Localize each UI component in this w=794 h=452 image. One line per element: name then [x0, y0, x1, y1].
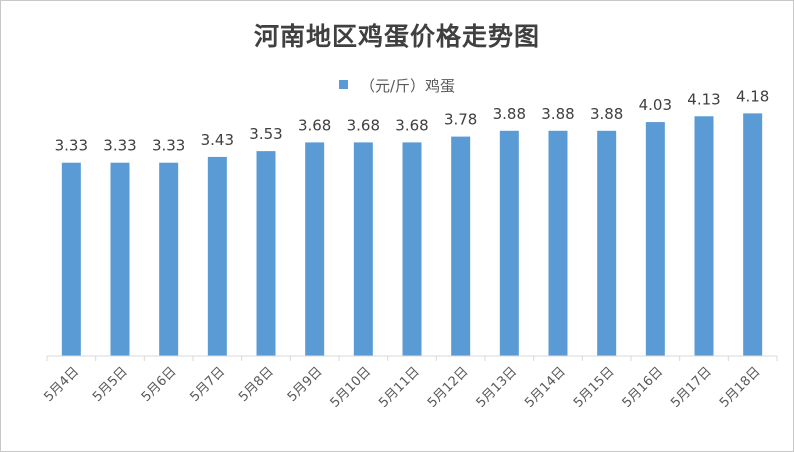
- value-label-6: 3.68: [298, 116, 331, 134]
- bars-layer: [61, 113, 763, 356]
- value-label-15: 4.18: [736, 87, 769, 105]
- x-tick-label-2: 5月5日: [90, 364, 131, 405]
- value-label-12: 3.88: [590, 105, 623, 123]
- x-tick-label-11: 5月14日: [522, 364, 569, 411]
- bar-9: [451, 136, 471, 356]
- bar-4: [207, 156, 227, 356]
- bar-1: [61, 162, 81, 356]
- value-labels-layer: 3.33 3.33 3.33 3.43 3.53 3.68 3.68 3.68 3.78 3.88…: [55, 87, 770, 154]
- value-label-8: 3.68: [395, 116, 428, 134]
- x-tick-label-1: 5月4日: [41, 364, 82, 405]
- legend-swatch: [338, 80, 348, 89]
- bar-11: [548, 130, 568, 356]
- bar-13: [645, 122, 665, 356]
- x-tick-label-3: 5月6日: [139, 364, 180, 405]
- legend: （元/斤）鸡蛋: [1, 75, 793, 96]
- x-tick-label-10: 5月13日: [474, 364, 521, 411]
- value-label-14: 4.13: [687, 90, 720, 108]
- bar-3: [159, 162, 179, 356]
- bar-10: [499, 130, 519, 356]
- bar-6: [305, 142, 325, 356]
- x-tick-label-13: 5月16日: [620, 364, 667, 411]
- bar-8: [402, 142, 422, 356]
- x-axis-layer: 5月4日 5月5日 5月6日 5月7日 5月8日 5月9日 5月10日 5月11日 5月12日 5…: [41, 355, 778, 411]
- x-tick-label-9: 5月12日: [425, 364, 472, 411]
- legend-label: （元/斤）鸡蛋: [359, 77, 456, 95]
- value-label-10: 3.88: [493, 105, 526, 123]
- value-label-11: 3.88: [541, 105, 574, 123]
- value-label-9: 3.78: [444, 111, 477, 129]
- x-tick-label-8: 5月11日: [376, 364, 423, 411]
- value-label-7: 3.68: [347, 116, 380, 134]
- value-label-13: 4.03: [639, 96, 672, 114]
- bar-14: [694, 116, 714, 356]
- value-label-1: 3.33: [55, 137, 88, 155]
- value-label-2: 3.33: [103, 137, 136, 155]
- bar-2: [110, 162, 130, 356]
- value-label-5: 3.53: [249, 125, 282, 143]
- x-tick-label-7: 5月10日: [328, 364, 375, 411]
- x-tick-label-6: 5月9日: [285, 364, 326, 405]
- x-tick-label-12: 5月15日: [571, 364, 618, 411]
- bar-5: [256, 151, 276, 356]
- bar-15: [743, 113, 763, 356]
- x-tick-label-5: 5月8日: [236, 364, 277, 405]
- bar-7: [353, 142, 373, 356]
- x-tick-label-15: 5月18日: [717, 364, 764, 411]
- chart-title: 河南地区鸡蛋价格走势图: [253, 22, 540, 51]
- value-label-4: 3.43: [201, 131, 234, 149]
- value-label-3: 3.33: [152, 137, 185, 155]
- x-tick-label-4: 5月7日: [187, 364, 228, 405]
- x-tick-label-14: 5月17日: [668, 364, 715, 411]
- bar-12: [597, 130, 617, 356]
